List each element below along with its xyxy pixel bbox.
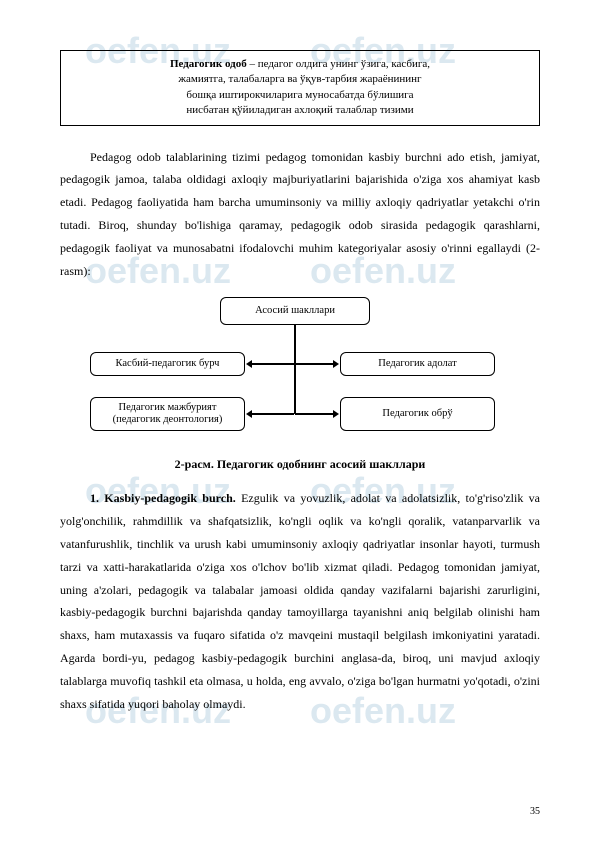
diagram-left1-box: Касбий-педагогик бурч xyxy=(90,352,245,376)
section-title: 1. Kasbiy-pedagogik burch. xyxy=(90,491,236,505)
connector-line xyxy=(295,363,333,365)
definition-box: Педагогик одоб – педагог олдига унинг ўз… xyxy=(60,50,540,126)
paragraph-2: 1. Kasbiy-pedagogik burch. Ezgulik va yo… xyxy=(60,487,540,715)
arrow-icon xyxy=(246,360,252,368)
def-line2: жамиятга, талабаларга ва ўқув-тарбия жар… xyxy=(178,73,421,85)
diagram-left2-box: Педагогик мажбурият (педагогик деонтолог… xyxy=(90,397,245,431)
paragraph-1: Pedagog odob talablarining tizimi pedago… xyxy=(60,146,540,283)
diagram: Асосий шакллари Касбий-педагогик бурч Пе… xyxy=(60,297,540,447)
diagram-right2-box: Педагогик обрў xyxy=(340,397,495,431)
def-text1: – педагог олдига унинг ўзига, касбига, xyxy=(247,58,430,70)
connector-line xyxy=(252,363,294,365)
connector-line xyxy=(252,413,294,415)
arrow-icon xyxy=(333,410,339,418)
def-line4: нисбатан қўйиладиган ахлоқий талаблар ти… xyxy=(186,104,413,116)
arrow-icon xyxy=(246,410,252,418)
def-title: Педагогик одоб xyxy=(170,58,247,70)
diagram-top-box: Асосий шакллари xyxy=(220,297,370,325)
page-number: 35 xyxy=(530,806,540,817)
diagram-caption: 2-расм. Педагогик одобнинг асосий шаклла… xyxy=(60,457,540,472)
arrow-icon xyxy=(333,360,339,368)
connector-line xyxy=(295,413,333,415)
def-line3: бошқа иштирокчиларига муносабатда бўлиши… xyxy=(186,89,413,101)
connector-line xyxy=(294,325,296,414)
diagram-right1-box: Педагогик адолат xyxy=(340,352,495,376)
paragraph-2-text: Ezgulik va yovuzlik, adolat va adolatsiz… xyxy=(60,491,540,710)
